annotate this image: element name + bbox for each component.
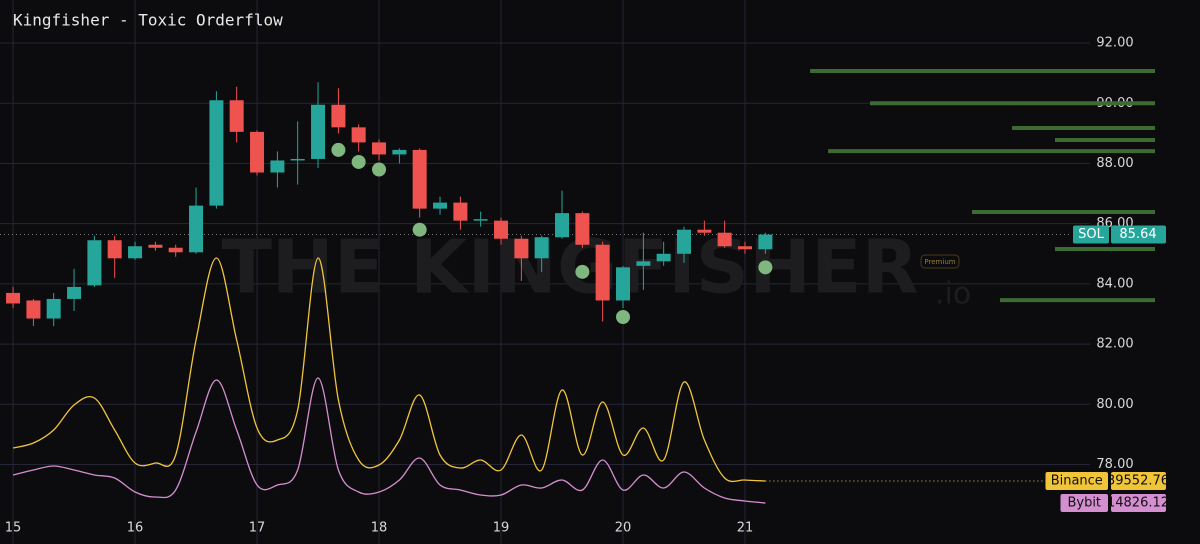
candle-body [6, 292, 21, 304]
candle-body [290, 158, 305, 161]
candle-body [636, 261, 651, 266]
candle-body [311, 104, 326, 159]
legend-name-tag [1045, 472, 1108, 491]
price-label: 85.64 [1119, 227, 1156, 242]
candle-body [351, 127, 366, 143]
candle-body [148, 244, 163, 248]
watermark-group: THE KINGFISHER .io Premium [221, 225, 971, 312]
candle-body [433, 202, 448, 209]
grid: 78.0080.0082.0084.0086.0088.0090.0092.00… [0, 0, 1134, 544]
legend-value-tag [1111, 472, 1166, 491]
y-tick-label: 80.00 [1096, 397, 1133, 412]
legend-name: Bybit [1067, 495, 1101, 510]
candle-body [555, 213, 570, 238]
chart-title: Kingfisher - Toxic Orderflow [13, 11, 283, 30]
candle-body [250, 131, 265, 173]
candle-body [67, 286, 82, 299]
candle-body [392, 149, 407, 155]
overlay-line [12, 257, 766, 483]
candle-body [738, 246, 753, 250]
signal-dot [351, 154, 366, 169]
candle-body [758, 234, 773, 250]
y-tick-label: 92.00 [1096, 36, 1133, 51]
x-tick-label: 17 [249, 521, 266, 536]
x-tick-label: 19 [493, 521, 510, 536]
candle-body [372, 142, 387, 155]
legend-value-tag [1111, 493, 1166, 512]
overlay-line [12, 377, 766, 504]
symbol-tag [1073, 225, 1109, 244]
signal-dot [331, 142, 346, 157]
y-tick-label: 82.00 [1096, 337, 1133, 352]
candle-body [412, 149, 427, 209]
legend-value: 14826.12 [1107, 495, 1169, 510]
candle-body [209, 100, 224, 206]
signal-dot [372, 162, 387, 177]
plot: SOL 85.64 Binance 39552.76 Bybit 14826.12 [0, 69, 1169, 512]
signal-dot [575, 264, 590, 279]
candle-body [656, 253, 671, 262]
candle-body [168, 247, 183, 253]
candle-body [128, 246, 143, 259]
badge-box [920, 254, 960, 269]
legend-value: 39552.76 [1107, 474, 1169, 489]
y-tick-label: 84.00 [1096, 276, 1133, 291]
candle-body [331, 104, 346, 128]
candle-body [494, 220, 509, 239]
symbol-label: SOL [1078, 227, 1104, 242]
candle-body [189, 205, 204, 253]
legend-name: Binance [1051, 474, 1103, 489]
candle-body [453, 202, 468, 221]
signal-dot [412, 222, 427, 237]
badge: Premium [924, 258, 955, 266]
x-tick-label: 18 [371, 521, 388, 536]
candle-body [616, 267, 631, 301]
watermark: THE KINGFISHER [221, 225, 918, 311]
candle-body [677, 229, 692, 254]
candle-body [697, 229, 712, 233]
candle-body [87, 240, 102, 286]
legend-name-tag [1060, 493, 1108, 512]
candle-body [46, 298, 61, 319]
watermark-suffix: .io [935, 277, 971, 312]
candle-body [473, 219, 488, 221]
candle-body [595, 244, 610, 301]
y-tick-label: 88.00 [1096, 156, 1133, 171]
candle-body [575, 213, 590, 245]
candle-body [26, 300, 41, 319]
signal-dot [616, 310, 631, 325]
candle-body [107, 240, 122, 259]
candle-body [229, 100, 244, 132]
candle-body [534, 237, 549, 259]
y-tick-label: 78.00 [1096, 457, 1133, 472]
x-tick-label: 15 [5, 521, 22, 536]
candle-body [270, 160, 285, 173]
candle-body [514, 238, 529, 259]
price-tag [1111, 225, 1166, 244]
signal-dot [758, 260, 773, 275]
x-tick-label: 21 [737, 521, 754, 536]
x-tick-label: 16 [127, 521, 144, 536]
candle-body [717, 232, 732, 247]
x-tick-label: 20 [615, 521, 632, 536]
